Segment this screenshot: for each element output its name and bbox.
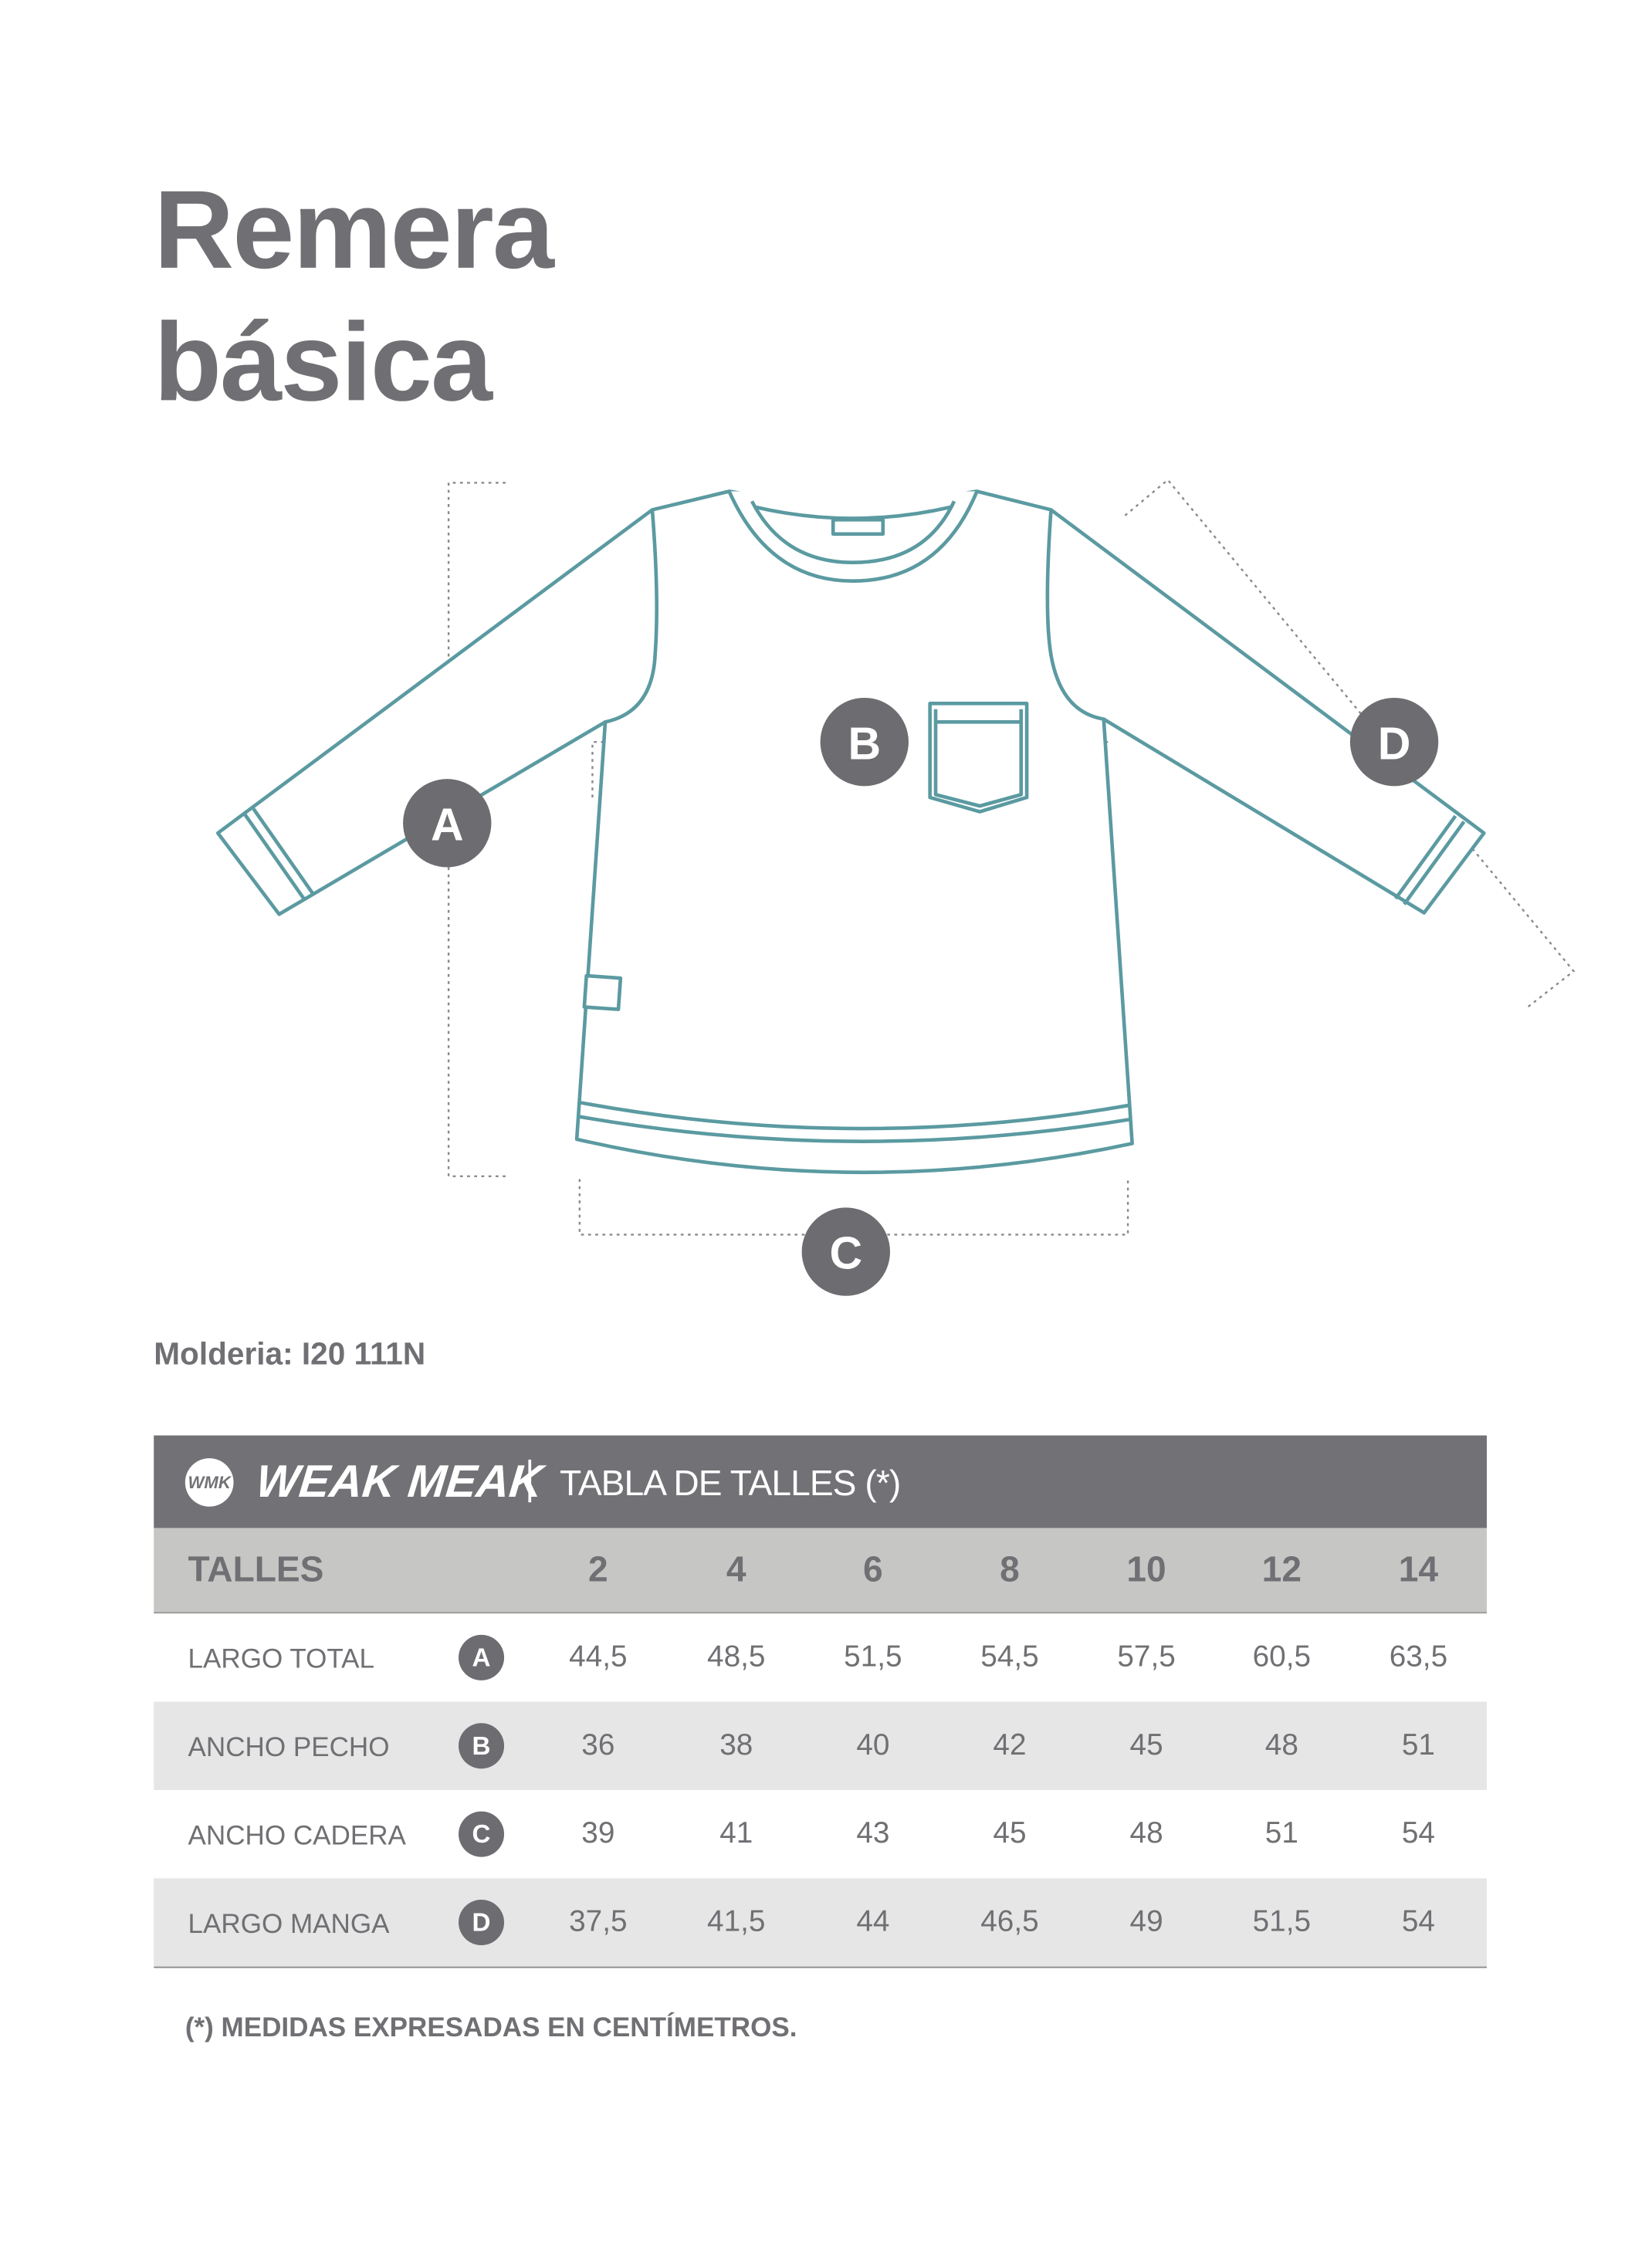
measure-value: 60,5 bbox=[1252, 1640, 1312, 1674]
table-row: ANCHO PECHO B 36 38 40 42 45 48 51 bbox=[154, 1701, 1487, 1790]
measure-value: 54 bbox=[1401, 1905, 1435, 1938]
title-line-1: Remera bbox=[154, 166, 554, 293]
measure-value: 48 bbox=[1264, 1728, 1298, 1762]
measure-value: 44,5 bbox=[569, 1640, 628, 1674]
size-table: WMK WEAK MEAK TABLA DE TALLES (*) TALLES… bbox=[154, 1435, 1487, 1968]
measure-label: LARGO MANGA bbox=[188, 1910, 390, 1940]
right-sleeve bbox=[1050, 508, 1486, 915]
size-header: 6 bbox=[863, 1549, 883, 1589]
measure-markers: A B C D bbox=[403, 697, 1439, 1296]
shirt-diagram: A B C D bbox=[215, 479, 1576, 1296]
measure-label: ANCHO CADERA bbox=[188, 1821, 406, 1852]
measure-value: 63,5 bbox=[1389, 1640, 1448, 1674]
marker-b: B bbox=[820, 697, 909, 787]
measure-value: 38 bbox=[719, 1728, 753, 1762]
measure-value: 45 bbox=[993, 1816, 1027, 1850]
shirt-outline bbox=[215, 489, 1486, 1175]
hem-band bbox=[577, 1100, 1132, 1143]
measure-value: 40 bbox=[856, 1728, 890, 1762]
measure-value: 51 bbox=[1401, 1728, 1435, 1762]
measure-value: 36 bbox=[581, 1728, 615, 1762]
measure-value: 42 bbox=[993, 1728, 1027, 1762]
measure-value: 37,5 bbox=[569, 1905, 628, 1938]
pocket-stitch bbox=[933, 709, 1024, 808]
measure-label: ANCHO PECHO bbox=[188, 1733, 390, 1764]
svg-text:D: D bbox=[1378, 718, 1411, 769]
measure-value: 41,5 bbox=[707, 1905, 766, 1938]
size-header: 12 bbox=[1261, 1549, 1302, 1589]
table-title: TABLA DE TALLES (*) bbox=[560, 1464, 901, 1504]
measure-value: 51,5 bbox=[1252, 1905, 1312, 1938]
table-row: LARGO MANGA D 37,5 41,5 44 46,5 49 51,5 54 bbox=[154, 1878, 1487, 1968]
measure-value: 54,5 bbox=[980, 1640, 1039, 1674]
side-tag bbox=[582, 973, 623, 1011]
measure-value: 39 bbox=[581, 1816, 615, 1850]
svg-text:C: C bbox=[829, 1228, 862, 1279]
table-row: ANCHO CADERA C 39 41 43 45 48 51 54 bbox=[154, 1790, 1487, 1878]
svg-text:A: A bbox=[431, 799, 464, 850]
left-cuff bbox=[243, 807, 315, 902]
measure-value: 51 bbox=[1264, 1816, 1298, 1850]
measure-badge: B bbox=[459, 1723, 505, 1769]
marker-a: A bbox=[403, 779, 492, 868]
measure-badge: D bbox=[459, 1899, 505, 1945]
measure-badge: A bbox=[459, 1634, 505, 1680]
guide-a bbox=[447, 482, 506, 1178]
measure-value: 48 bbox=[1129, 1816, 1163, 1850]
marker-d: D bbox=[1349, 697, 1439, 787]
guide-d bbox=[1124, 479, 1576, 1008]
title-line-2: básica bbox=[154, 299, 493, 425]
marker-c: C bbox=[801, 1207, 890, 1296]
brand-name: WEAK MEAK bbox=[253, 1455, 546, 1507]
sizes-header-row: TALLES 2 4 6 8 10 12 14 bbox=[154, 1528, 1487, 1614]
size-header: 4 bbox=[726, 1549, 746, 1589]
measure-value: 46,5 bbox=[980, 1905, 1039, 1938]
sizes-label: TALLES bbox=[188, 1549, 324, 1589]
measure-value: 43 bbox=[856, 1816, 890, 1850]
neck-label bbox=[831, 518, 885, 536]
measure-value: 45 bbox=[1129, 1728, 1163, 1762]
measure-value: 57,5 bbox=[1117, 1640, 1176, 1674]
measure-value: 51,5 bbox=[844, 1640, 902, 1674]
measure-value: 44 bbox=[856, 1905, 890, 1938]
divider bbox=[528, 1459, 532, 1503]
right-cuff bbox=[1394, 814, 1466, 905]
pattern-code: Molderia: I20 111N bbox=[154, 1335, 426, 1372]
table-row: LARGO TOTAL A 44,5 48,5 51,5 54,5 57,5 60,5 63,5 bbox=[154, 1613, 1487, 1701]
measure-value: 54 bbox=[1401, 1816, 1435, 1850]
brand-logo: WMK bbox=[184, 1458, 234, 1507]
measure-value: 48,5 bbox=[707, 1640, 766, 1674]
body bbox=[574, 489, 1134, 1175]
measure-label: LARGO TOTAL bbox=[188, 1645, 375, 1675]
footnote: (*) MEDIDAS EXPRESADAS EN CENTÍMETROS. bbox=[184, 2013, 797, 2044]
table-header: WMK WEAK MEAK TABLA DE TALLES (*) bbox=[154, 1435, 1487, 1528]
measure-badge: C bbox=[459, 1811, 505, 1857]
measure-value: 41 bbox=[719, 1816, 753, 1850]
measure-value: 49 bbox=[1129, 1905, 1163, 1938]
svg-text:B: B bbox=[848, 718, 881, 769]
size-header: 8 bbox=[1000, 1549, 1020, 1589]
size-header: 14 bbox=[1398, 1549, 1439, 1589]
size-header: 10 bbox=[1126, 1549, 1166, 1589]
size-header: 2 bbox=[587, 1549, 608, 1589]
